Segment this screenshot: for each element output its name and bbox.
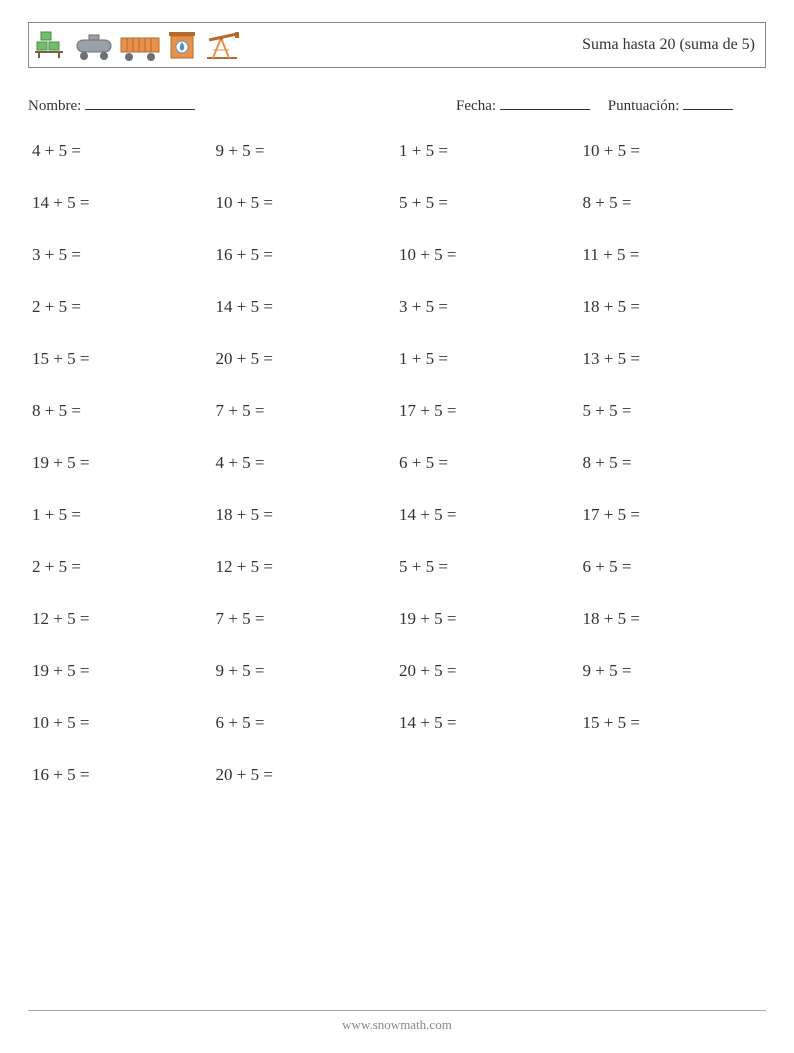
- problem-cell: 9 + 5 =: [583, 661, 767, 681]
- oil-pump-icon: [203, 28, 241, 62]
- date-label: Fecha:: [456, 98, 496, 114]
- problem-cell: 20 + 5 =: [399, 661, 583, 681]
- date-underline[interactable]: [500, 96, 590, 110]
- problem-cell: 1 + 5 =: [32, 505, 216, 525]
- problem-cell: 19 + 5 =: [32, 453, 216, 473]
- date-field: Fecha:: [456, 96, 590, 115]
- score-field: Puntuación:: [608, 96, 733, 115]
- problem-cell: 5 + 5 =: [583, 401, 767, 421]
- name-underline[interactable]: [85, 96, 195, 110]
- problem-cell: 14 + 5 =: [32, 193, 216, 213]
- problem-cell: [399, 765, 583, 785]
- problem-cell: 7 + 5 =: [216, 609, 400, 629]
- problem-cell: 10 + 5 =: [216, 193, 400, 213]
- problem-cell: 15 + 5 =: [32, 349, 216, 369]
- problem-cell: 5 + 5 =: [399, 193, 583, 213]
- problem-cell: 10 + 5 =: [399, 245, 583, 265]
- name-label: Nombre:: [28, 98, 81, 114]
- problem-cell: 19 + 5 =: [399, 609, 583, 629]
- problem-cell: 14 + 5 =: [216, 297, 400, 317]
- problem-cell: 13 + 5 =: [583, 349, 767, 369]
- problem-cell: 7 + 5 =: [216, 401, 400, 421]
- problem-cell: 3 + 5 =: [399, 297, 583, 317]
- problem-cell: 14 + 5 =: [399, 713, 583, 733]
- container-car-icon: [119, 32, 161, 62]
- problem-cell: 6 + 5 =: [583, 557, 767, 577]
- problem-cell: 12 + 5 =: [216, 557, 400, 577]
- score-underline[interactable]: [683, 96, 733, 110]
- problem-cell: 17 + 5 =: [583, 505, 767, 525]
- problem-cell: 9 + 5 =: [216, 661, 400, 681]
- problem-cell: 6 + 5 =: [399, 453, 583, 473]
- problem-cell: 15 + 5 =: [583, 713, 767, 733]
- oil-tank-icon: [167, 28, 197, 62]
- problem-cell: 8 + 5 =: [583, 193, 767, 213]
- problem-cell: 16 + 5 =: [216, 245, 400, 265]
- problem-cell: 12 + 5 =: [32, 609, 216, 629]
- problem-cell: 1 + 5 =: [399, 349, 583, 369]
- header-icons: [35, 28, 241, 62]
- problem-cell: 18 + 5 =: [583, 297, 767, 317]
- problem-cell: 4 + 5 =: [32, 141, 216, 161]
- score-label: Puntuación:: [608, 98, 680, 114]
- footer-text: www.snowmath.com: [342, 1017, 452, 1032]
- problem-cell: 20 + 5 =: [216, 349, 400, 369]
- name-field: Nombre:: [28, 96, 456, 115]
- problem-cell: 5 + 5 =: [399, 557, 583, 577]
- problem-cell: 10 + 5 =: [583, 141, 767, 161]
- footer: www.snowmath.com: [28, 1010, 766, 1033]
- problems-grid: 4 + 5 =9 + 5 =1 + 5 =10 + 5 =14 + 5 =10 …: [28, 141, 766, 785]
- problem-cell: 1 + 5 =: [399, 141, 583, 161]
- problem-cell: 4 + 5 =: [216, 453, 400, 473]
- problem-cell: 17 + 5 =: [399, 401, 583, 421]
- problem-cell: 16 + 5 =: [32, 765, 216, 785]
- problem-cell: 10 + 5 =: [32, 713, 216, 733]
- problem-cell: 8 + 5 =: [32, 401, 216, 421]
- problem-cell: 18 + 5 =: [583, 609, 767, 629]
- problem-cell: 19 + 5 =: [32, 661, 216, 681]
- problem-cell: [583, 765, 767, 785]
- boxes-icon: [35, 28, 69, 62]
- header-bar: Suma hasta 20 (suma de 5): [28, 22, 766, 68]
- problem-cell: 18 + 5 =: [216, 505, 400, 525]
- problem-cell: 8 + 5 =: [583, 453, 767, 473]
- tank-car-icon: [75, 32, 113, 62]
- problem-cell: 11 + 5 =: [583, 245, 767, 265]
- worksheet-page: Suma hasta 20 (suma de 5) Nombre: Fecha:…: [0, 0, 794, 785]
- problem-cell: 2 + 5 =: [32, 297, 216, 317]
- info-line: Nombre: Fecha: Puntuación:: [28, 96, 766, 115]
- problem-cell: 2 + 5 =: [32, 557, 216, 577]
- problem-cell: 3 + 5 =: [32, 245, 216, 265]
- problem-cell: 14 + 5 =: [399, 505, 583, 525]
- problem-cell: 6 + 5 =: [216, 713, 400, 733]
- problem-cell: 20 + 5 =: [216, 765, 400, 785]
- problem-cell: 9 + 5 =: [216, 141, 400, 161]
- worksheet-title: Suma hasta 20 (suma de 5): [582, 36, 755, 54]
